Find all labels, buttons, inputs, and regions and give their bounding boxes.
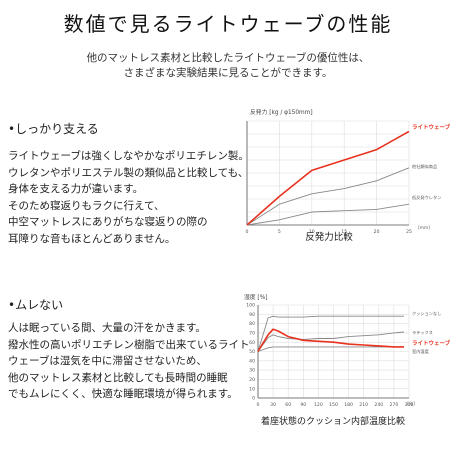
chart1-x-unit: [mm] bbox=[418, 225, 430, 230]
chart2-y-tick-label: 40 bbox=[249, 358, 255, 364]
chart2-x-tick-label: 210 bbox=[359, 402, 368, 408]
chart2-y-tick-label: 10 bbox=[249, 386, 255, 392]
chart2-x-tick-label: 270 bbox=[390, 402, 399, 408]
chart2-y-tick-label: 20 bbox=[249, 377, 255, 383]
chart2-x-tick-label: 150 bbox=[329, 402, 338, 408]
chart2-title: 着座状態のクッション内部温度比較 bbox=[261, 415, 405, 427]
chart1-series-line-1 bbox=[246, 167, 410, 226]
chart2-series-line-3 bbox=[257, 346, 404, 352]
chart2-y-tick-label: 0 bbox=[252, 396, 255, 402]
chart1-title: 反発力比較 bbox=[305, 231, 353, 243]
chart2-series-label-3: 室内湿度 bbox=[412, 348, 430, 355]
chart2-x-tick-label: 0 bbox=[257, 402, 260, 408]
chart2-series-label-2: ライトウェーブ bbox=[412, 339, 451, 347]
chart2-y-tick-label: 30 bbox=[249, 368, 255, 374]
chart2-y-axis-label: 湿度 [%] bbox=[244, 293, 267, 301]
section1-heading: •しっかり支える bbox=[8, 122, 99, 136]
section2-line: 撥水性の高いポリエチレン樹脂で出来ているライト bbox=[8, 338, 250, 351]
chart2-series-line-1 bbox=[257, 331, 405, 352]
page-title: 数値で見るライトウェーブの性能 bbox=[63, 12, 393, 36]
chart1-series-label-1: 他社類似商品 bbox=[412, 163, 437, 170]
section1-line: そのため寝返りもラクに行えて、 bbox=[8, 199, 165, 212]
section1-line: 耳障りな音もほとんどありません。 bbox=[8, 232, 176, 245]
chart2-x-tick-label: 120 bbox=[314, 402, 323, 408]
chart2-series-label-1: ラテックス bbox=[412, 330, 433, 336]
chart1-x-tick-label: 10 bbox=[309, 229, 315, 235]
chart2-x-tick-label: 240 bbox=[374, 402, 383, 408]
chart1-series-label-2: 低反発ウレタン bbox=[412, 194, 441, 201]
section2-heading: •ムレない bbox=[8, 298, 64, 312]
chart2-x-unit: [分] bbox=[407, 400, 415, 407]
chart2-x-tick-label: 90 bbox=[300, 402, 306, 408]
section1-line: ウレタンやポリエステル製の類似品と比較しても、 bbox=[8, 166, 249, 179]
chart1-x-tick-label: 5 bbox=[278, 229, 281, 235]
section2-line: 他のマットレス素材と比較しても長時間の睡眠 bbox=[8, 371, 228, 384]
chart2-y-tick-label: 50 bbox=[249, 349, 255, 355]
section1-line: ライトウェーブは強くしなやかなポリエチレン製。 bbox=[8, 150, 249, 162]
chart1-series-line-2 bbox=[246, 203, 410, 226]
chart1-series-line-0 bbox=[246, 130, 410, 226]
section1-paragraph: ライトウェーブは強くしなやかなポリエチレン製。 ウレタンやポリエステル製の類似品… bbox=[8, 148, 249, 247]
section2-paragraph: 人は眠っている間、大量の汗をかきます。 撥水性の高いポリエチレン樹脂で出来ている… bbox=[8, 320, 250, 403]
chart2-x-tick-label: 180 bbox=[344, 402, 353, 408]
chart2-y-tick-label: 60 bbox=[249, 340, 255, 346]
chart1-x-tick-label: 20 bbox=[374, 229, 380, 235]
chart2-series-label-0: クッションなし bbox=[412, 310, 441, 317]
chart1-x-tick-label: 25 bbox=[406, 229, 412, 235]
chart2-y-tick-label: 100 bbox=[246, 303, 255, 309]
section2-line: ウェーブは湿気を中に滞留させないため、 bbox=[8, 355, 207, 367]
chart1-y-axis-label: 反発力 [kg / φ150mm] bbox=[250, 108, 313, 116]
intro-line-2: さまざまな実験結果に見ることができます。 bbox=[123, 67, 333, 79]
chart2-y-tick-label: 70 bbox=[249, 331, 255, 337]
chart1-x-tick-label: 0 bbox=[246, 229, 249, 235]
chart2-x-tick-label: 60 bbox=[285, 402, 291, 408]
chart2-series-line-2 bbox=[257, 328, 404, 352]
chart2-series-line-0 bbox=[257, 315, 404, 352]
intro-line-1: 他のマットレス素材と比較したライトウェーブの優位性は、 bbox=[86, 52, 370, 64]
section1-line: 中空マットレスにありがちな寝返りの際の bbox=[8, 216, 208, 228]
section1-line: 身体を支える力が違います。 bbox=[8, 183, 144, 195]
chart1-x-tick-label: 15 bbox=[341, 229, 347, 235]
chart1-series-label-0: ライトウェーブ bbox=[412, 123, 451, 131]
chart2-y-tick-label: 80 bbox=[249, 321, 255, 327]
chart2-x-tick-label: 30 bbox=[270, 402, 276, 408]
chart2-x-tick-label: 300 bbox=[405, 402, 414, 408]
section2-line: 人は眠っている間、大量の汗をかきます。 bbox=[8, 322, 206, 334]
section2-line: でもムレにくく、快適な睡眠環境が得られます。 bbox=[8, 388, 238, 400]
chart2-y-tick-label: 90 bbox=[249, 312, 255, 318]
